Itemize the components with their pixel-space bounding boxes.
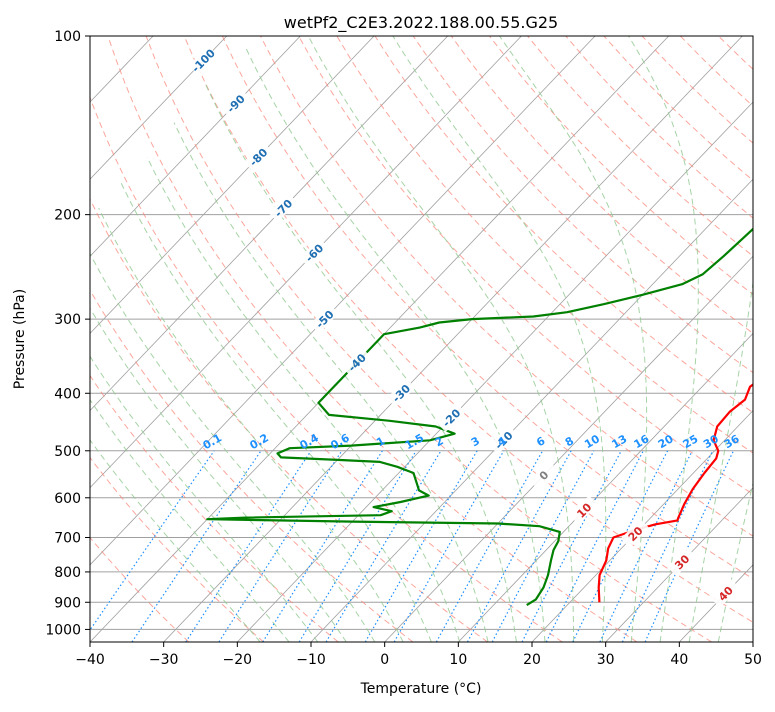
x-tick-label: 0 <box>380 652 389 668</box>
y-axis-label: Pressure (hPa) <box>12 289 28 389</box>
y-tick-label: 200 <box>54 208 81 224</box>
x-tick-label: −40 <box>75 652 105 668</box>
y-tick-label: 800 <box>54 565 81 581</box>
x-tick-label: 50 <box>744 652 762 668</box>
chart-title: wetPf2_C2E3.2022.188.00.55.G25 <box>284 13 558 33</box>
y-tick-label: 1000 <box>45 622 81 638</box>
y-tick-label: 100 <box>54 29 81 45</box>
x-axis-label: Temperature (°C) <box>360 681 482 697</box>
y-tick-label: 300 <box>54 312 81 328</box>
x-tick-label: 20 <box>523 652 541 668</box>
x-tick-label: 10 <box>449 652 467 668</box>
y-tick-label: 400 <box>54 386 81 402</box>
y-tick-label: 500 <box>54 444 81 460</box>
x-tick-label: −20 <box>223 652 253 668</box>
y-tick-label: 700 <box>54 531 81 547</box>
y-tick-label: 900 <box>54 595 81 611</box>
x-tick-label: 30 <box>597 652 615 668</box>
y-tick-label: 600 <box>54 491 81 507</box>
x-tick-label: −30 <box>149 652 179 668</box>
x-tick-label: −10 <box>296 652 326 668</box>
x-tick-label: 40 <box>670 652 688 668</box>
